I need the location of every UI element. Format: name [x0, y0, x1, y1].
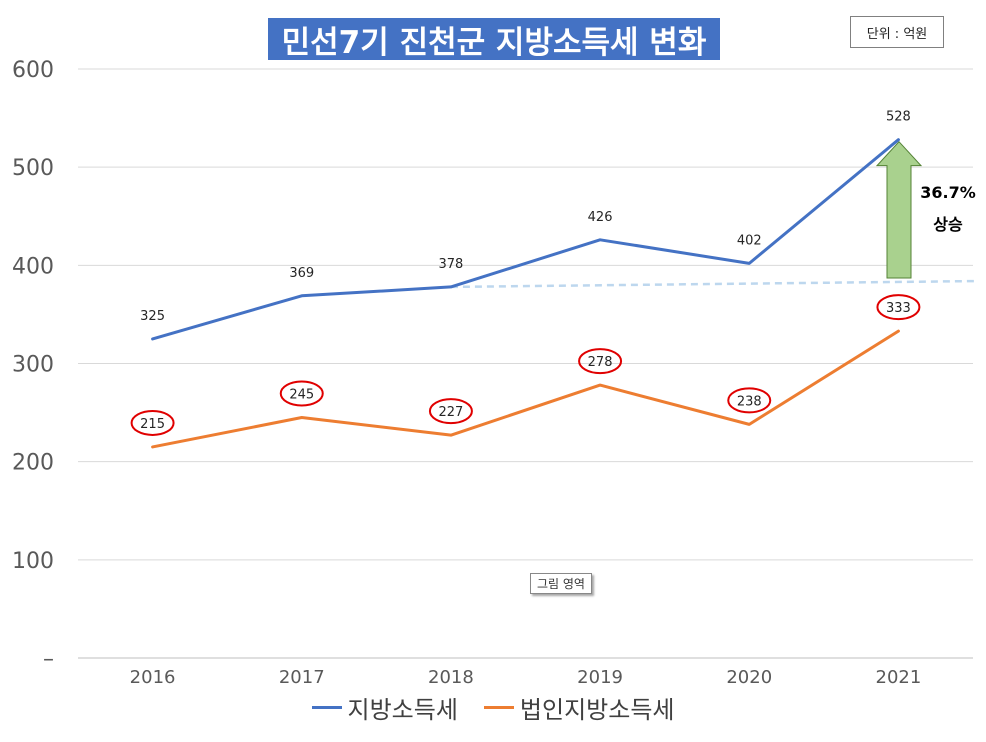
- unit-note: 단위 : 억원: [850, 16, 944, 48]
- label-highlight-circle: [578, 348, 623, 375]
- x-axis-ticks: 2016 2017 2018 2019 2020 2021: [130, 667, 922, 688]
- up-arrow-icon: [875, 140, 923, 279]
- y-tick-label: 300: [12, 353, 54, 378]
- x-tick-label: 2020: [726, 667, 772, 688]
- y-tick-label: 100: [12, 549, 54, 574]
- data-label-s1: 426: [588, 210, 613, 225]
- data-label-s2: 238: [737, 394, 762, 409]
- data-label-s1: 528: [886, 110, 911, 125]
- legend-swatch-series1: [311, 706, 342, 709]
- x-tick-label: 2019: [577, 667, 623, 688]
- increase-arrow: [875, 140, 923, 279]
- series-lines: [151, 138, 900, 449]
- x-tick-label: 2021: [876, 667, 922, 688]
- label-highlight-circle: [130, 409, 175, 436]
- y-tick-label: –: [43, 647, 54, 672]
- trend-line: [450, 279, 979, 289]
- label-highlight-circle: [876, 294, 921, 321]
- data-label-s2: 333: [886, 301, 911, 316]
- x-tick-label: 2016: [130, 667, 176, 688]
- increase-percent: 36.7%: [920, 183, 976, 202]
- label-highlight-circle: [727, 387, 772, 414]
- chart-title: 민선7기 진천군 지방소득세 변화: [281, 24, 707, 61]
- data-label-s2: 227: [439, 405, 464, 420]
- legend: 지방소득세 법인지방소득세: [0, 690, 986, 725]
- y-tick-label: 400: [12, 254, 54, 279]
- increase-word: 상승: [933, 215, 963, 234]
- x-tick-label: 2017: [279, 667, 325, 688]
- y-axis-ticks: – 100 200 300 400 500 600: [12, 58, 54, 672]
- legend-label-series2: 법인지방소득세: [519, 696, 675, 724]
- legend-item-series1[interactable]: 지방소득세: [311, 690, 458, 725]
- y-tick-label: 500: [12, 156, 54, 181]
- data-label-s2: 245: [289, 387, 314, 402]
- data-label-s1: 325: [140, 309, 165, 324]
- data-label-s2: 278: [588, 355, 613, 370]
- trend-dashed-line: [450, 279, 979, 289]
- chart-title-box: 민선7기 진천군 지방소득세 변화: [268, 18, 720, 61]
- y-tick-label: 200: [12, 451, 54, 476]
- x-tick-label: 2018: [428, 667, 474, 688]
- grid-lines: [78, 68, 973, 659]
- label-highlight-circle: [428, 398, 473, 425]
- data-label-s1: 378: [439, 257, 464, 272]
- data-label-s2: 215: [140, 417, 165, 432]
- label-highlight-circle: [279, 380, 324, 407]
- y-tick-label: 600: [12, 58, 54, 83]
- series-line-2: [151, 329, 900, 449]
- data-label-s1: 402: [737, 233, 762, 248]
- legend-item-series2[interactable]: 법인지방소득세: [483, 690, 675, 725]
- data-label-s1: 369: [289, 266, 314, 281]
- legend-label-series1: 지방소득세: [347, 696, 458, 724]
- data-labels: 325 369 378 426 402 528 215 245 227 278 238 333: [130, 110, 921, 436]
- plot-area-tooltip: 그림 영역: [530, 573, 592, 594]
- series-line-1: [151, 138, 900, 341]
- legend-swatch-series2: [483, 706, 514, 709]
